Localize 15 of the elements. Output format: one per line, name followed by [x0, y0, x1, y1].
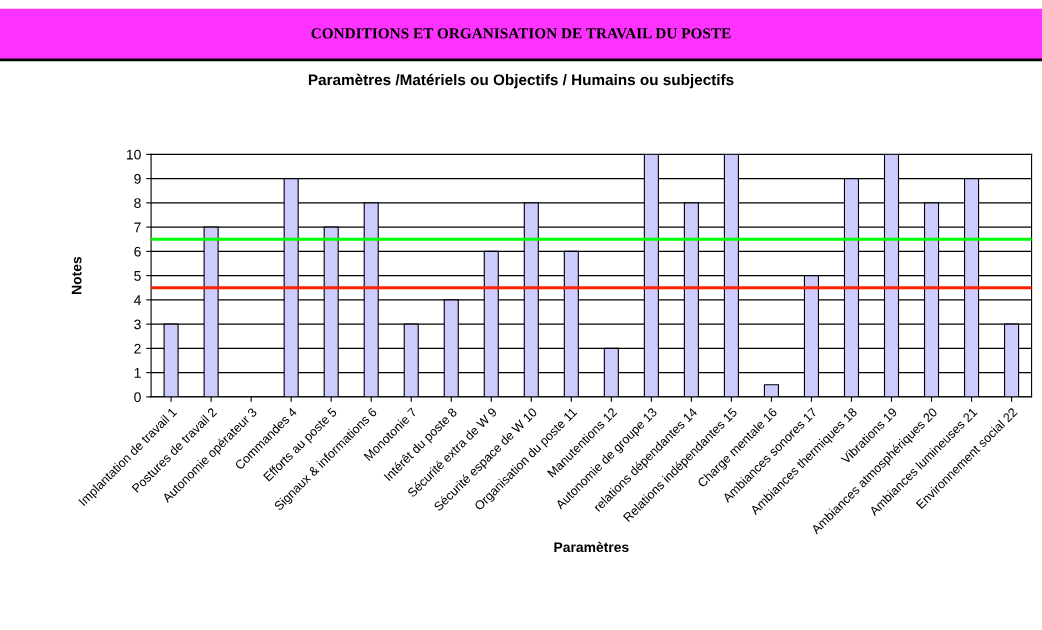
y-tick-label: 4: [133, 295, 141, 305]
y-tick-label: 0: [134, 392, 141, 403]
chart-subtitle: Paramètres /Matériels ou Objectifs / Humains ou subjectifs: [308, 73, 734, 89]
y-tick-label: 9: [134, 173, 141, 184]
y-axis-title: Notes: [71, 256, 82, 294]
y-tick-label: 8: [134, 198, 141, 209]
y-tick-label: 6: [134, 246, 141, 257]
y-tick-label: 2: [134, 343, 141, 354]
y-tick-label: 10: [126, 149, 141, 160]
y-tick-label: 1: [134, 368, 141, 378]
x-axis-title: Paramètres: [554, 541, 629, 553]
y-tick-label: 5: [134, 271, 141, 281]
y-tick-label: 7: [134, 222, 141, 233]
y-tick-label: 3: [134, 319, 141, 330]
chart-title: CONDITIONS ET ORGANISATION DE TRAVAIL DU POSTE: [311, 28, 731, 39]
